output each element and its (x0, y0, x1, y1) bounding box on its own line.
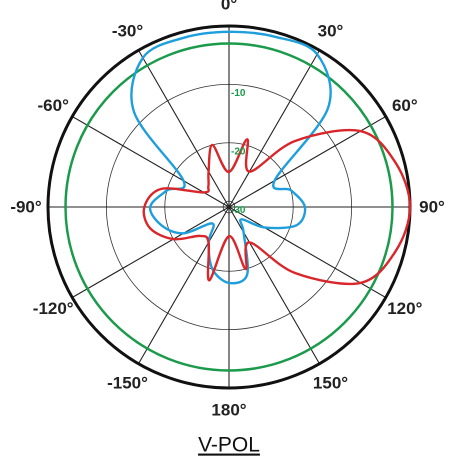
r-tick-label: -10 (231, 88, 246, 99)
angle-label: 30° (318, 22, 344, 41)
angle-label: -90° (10, 197, 42, 216)
angle-label: -30° (112, 22, 144, 41)
r-tick-label: -30 (231, 205, 246, 216)
reference-ring (64, 42, 394, 372)
angle-label: 0° (221, 0, 237, 13)
grid-spoke (138, 206, 230, 365)
pattern-line (130, 30, 332, 285)
angle-label: 150° (313, 373, 348, 392)
grid-spoke (228, 49, 320, 208)
angle-label: -60° (38, 96, 70, 115)
angle-label: 120° (387, 299, 422, 318)
grid-spoke (138, 49, 230, 208)
angle-label: 90° (419, 197, 445, 216)
r-tick-label: -20 (231, 146, 246, 157)
angle-label: -120° (33, 299, 74, 318)
angle-label: 180° (211, 400, 246, 419)
grid-spoke (71, 206, 230, 298)
pattern-line (142, 128, 412, 286)
angle-label: 60° (392, 96, 418, 115)
angle-label: -150° (107, 373, 148, 392)
chart-title: V-POL (198, 434, 260, 457)
